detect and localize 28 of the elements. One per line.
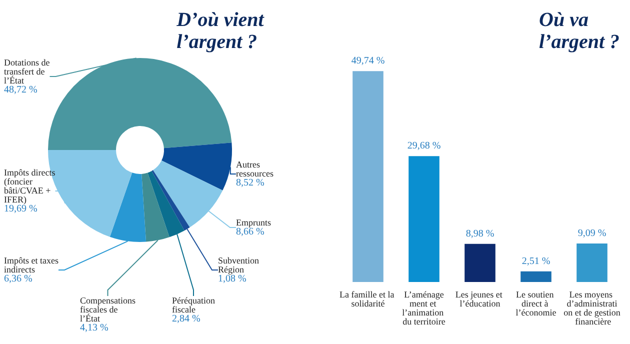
slice-label: Impôts et taxes indirects <box>4 256 59 274</box>
data-label: 49,74 % <box>351 56 385 67</box>
data-label: 29,68 % <box>407 140 441 152</box>
x-tick-label: Le soutien direct à l’économie <box>516 290 556 318</box>
chart-title: D’où vient l’argent ? <box>176 9 266 53</box>
data-label: 2,51 % <box>522 256 550 267</box>
data-label: 19,69 % <box>4 204 38 214</box>
data-label: 2,84 % <box>172 314 200 324</box>
x-tick-label: L’aménagement et l’animation du territoire <box>402 290 446 326</box>
data-label: 8,52 % <box>236 178 264 188</box>
data-label: 6,36 % <box>4 274 32 284</box>
slice-label: Autres ressources <box>236 160 274 178</box>
x-tick-label: Les jeunes et l’éducation <box>455 290 505 308</box>
slice-label: Péréquation fiscale <box>172 296 216 314</box>
slice-label: Subvention Région <box>218 256 260 274</box>
data-label: 48,72 % <box>4 84 38 96</box>
data-label: 8,98 % <box>466 228 494 240</box>
x-tick-label: Les moyens d’administration et de gestion financière <box>564 290 621 326</box>
data-label: 4,13 % <box>80 322 108 334</box>
slice-label: Emprunts <box>236 218 272 228</box>
data-label: 9,09 % <box>578 228 606 239</box>
x-tick-label: La famille et la solidarité <box>340 290 396 308</box>
data-label: 1,08 % <box>218 274 246 284</box>
slice-label: Impôts directs (foncier bâti/CVAE + IFER) <box>4 168 56 204</box>
chart-title: Où va l’argent ? <box>539 9 620 53</box>
slice-label: Dotations de transfert de l’État <box>4 58 50 86</box>
slice-label: Compensations fiscales de l’État <box>80 296 136 324</box>
data-label: 8,66 % <box>236 226 264 238</box>
